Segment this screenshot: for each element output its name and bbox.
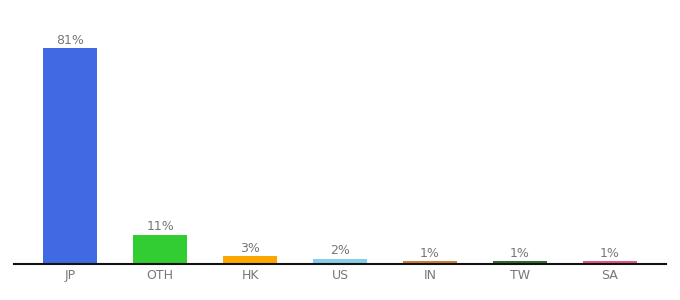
Bar <box>133 235 187 264</box>
Bar <box>223 256 277 264</box>
Bar <box>403 261 457 264</box>
Text: 1%: 1% <box>510 247 530 260</box>
Bar <box>313 259 367 264</box>
Bar <box>44 48 97 264</box>
Text: 1%: 1% <box>600 247 619 260</box>
Text: 3%: 3% <box>240 242 260 255</box>
Text: 2%: 2% <box>330 244 350 257</box>
Bar <box>583 261 636 264</box>
Text: 81%: 81% <box>56 34 84 47</box>
Bar <box>493 261 547 264</box>
Text: 1%: 1% <box>420 247 440 260</box>
Text: 11%: 11% <box>146 220 174 233</box>
